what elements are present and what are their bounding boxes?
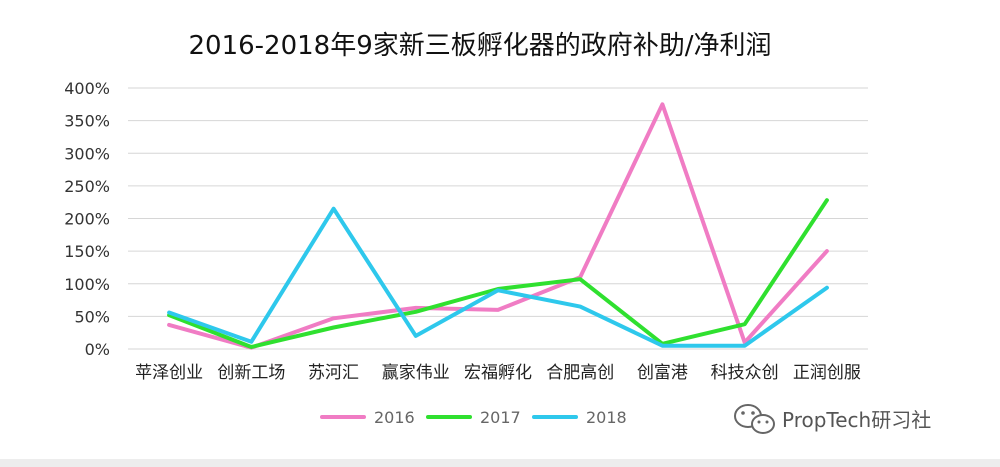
- y-tick-label: 250%: [64, 177, 110, 196]
- watermark: PropTech研习社: [734, 404, 931, 434]
- y-tick-label: 400%: [64, 79, 110, 98]
- watermark-text: PropTech研习社: [782, 408, 931, 432]
- x-category-label: 正润创服: [793, 363, 861, 383]
- y-tick-label: 150%: [64, 242, 110, 261]
- legend-label-2018: 2018: [586, 408, 627, 427]
- series-lines: [167, 102, 829, 350]
- x-category-label: 创新工场: [217, 363, 285, 383]
- x-category-label: 科技众创: [711, 363, 779, 383]
- y-tick-label: 200%: [64, 210, 110, 229]
- x-axis-categories: 苹泽创业 创新工场 苏河汇 赢家伟业 宏福孵化 合肥高创 创富港 科技众创 正润创服: [135, 363, 861, 383]
- x-category-label: 合肥高创: [546, 363, 614, 383]
- gridlines: [128, 87, 868, 350]
- y-tick-label: 100%: [64, 275, 110, 294]
- series-2017: [167, 198, 829, 349]
- series-line-2016: [167, 102, 829, 350]
- y-tick-label: 50%: [74, 307, 110, 326]
- y-tick-label: 300%: [64, 144, 110, 163]
- series-2018: [167, 206, 829, 348]
- x-category-label: 宏福孵化: [464, 363, 532, 383]
- x-category-label: 苹泽创业: [135, 363, 203, 383]
- x-category-label: 赢家伟业: [382, 363, 450, 383]
- wechat-icon: [734, 404, 775, 434]
- legend-label-2017: 2017: [480, 408, 521, 427]
- series-line-2018: [167, 206, 829, 348]
- series-line-2017: [167, 198, 829, 349]
- x-category-label: 苏河汇: [308, 363, 359, 383]
- y-tick-label: 0%: [85, 340, 110, 359]
- legend: 2016 2017 2018: [320, 408, 627, 427]
- series-2016: [167, 102, 829, 350]
- x-category-label: 创富港: [637, 363, 688, 383]
- legend-label-2016: 2016: [374, 408, 415, 427]
- bottom-divider: [0, 459, 1000, 467]
- y-axis-ticks: 0% 50% 100% 150% 200% 250% 300% 350% 400%: [64, 79, 110, 359]
- chart-title: 2016-2018年9家新三板孵化器的政府补助/净利润: [188, 31, 771, 61]
- y-tick-label: 350%: [64, 112, 110, 131]
